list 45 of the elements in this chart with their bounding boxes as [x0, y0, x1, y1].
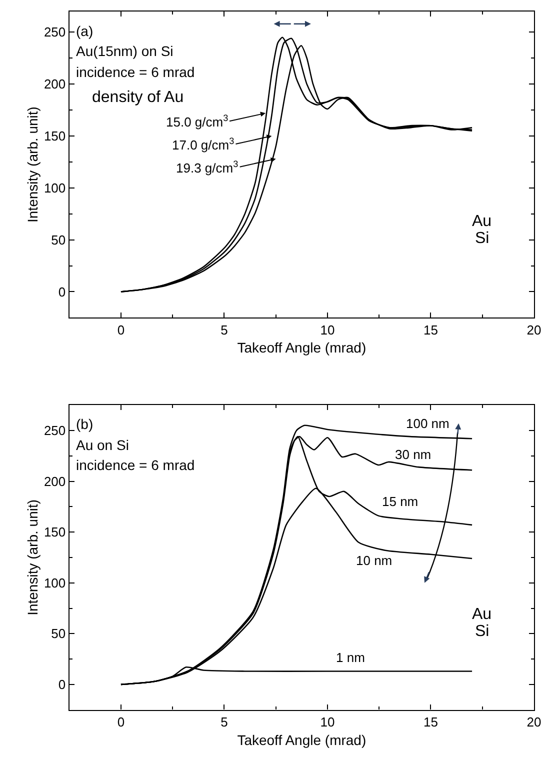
annotation: incidence = 6 mrad	[76, 457, 195, 473]
annotation: 30 nm	[395, 447, 432, 462]
x-tick-label: 10	[320, 322, 335, 338]
annotation: (b)	[76, 416, 94, 432]
y-tick-label: 50	[51, 232, 66, 248]
y-tick-label: 150	[44, 524, 66, 540]
annotation: incidence = 6 mrad	[76, 64, 195, 80]
annotation: Au	[472, 606, 492, 623]
annotation: Si	[475, 623, 490, 640]
annotation: Si	[475, 230, 490, 247]
annotation: 17.0 g/cm$^{3}$	[172, 136, 234, 152]
annotation: 100 nm	[406, 416, 450, 431]
x-tick-label: 10	[320, 714, 335, 730]
y-tick-label: 200	[44, 474, 66, 489]
x-tick-label: 0	[117, 322, 125, 338]
y-tick-label: 0	[58, 284, 66, 300]
y-tick-label: 100	[44, 575, 66, 590]
annotation: 19.3 g/cm$^{3}$	[176, 159, 238, 176]
y-axis-title: Intensity (arb. unit)	[24, 499, 41, 616]
y-tick-label: 200	[44, 76, 66, 92]
annotation: Au(15nm) on Si	[76, 43, 174, 59]
annotation: 1 nm	[336, 650, 365, 665]
x-tick-label: 20	[526, 322, 542, 338]
x-tick-label: 5	[220, 714, 228, 730]
y-tick-label: 150	[44, 128, 66, 144]
x-tick-label: 20	[526, 714, 542, 730]
annotation: density of Au	[92, 89, 184, 106]
x-axis-title: Takeoff Angle (mrad)	[237, 732, 366, 748]
x-tick-label: 0	[117, 714, 125, 730]
annotation: 15.0 g/cm$^{3}$	[166, 113, 228, 130]
x-tick-label: 5	[220, 322, 228, 338]
annotation: Au	[472, 213, 492, 230]
annotation: (a)	[76, 23, 94, 39]
x-tick-label: 15	[424, 714, 438, 730]
annotation: 10 nm	[356, 553, 392, 568]
y-tick-label: 250	[44, 24, 66, 40]
y-tick-label: 250	[44, 423, 66, 438]
y-tick-label: 100	[44, 180, 66, 196]
x-axis-title: Takeoff Angle (mrad)	[237, 340, 366, 356]
y-tick-label: 0	[58, 676, 66, 692]
annotation: Au on Si	[76, 437, 129, 453]
annotation: 15 nm	[382, 494, 418, 509]
y-axis-title: Intensity (arb. unit)	[24, 106, 41, 223]
x-tick-label: 15	[424, 322, 438, 338]
y-tick-label: 50	[51, 626, 66, 642]
